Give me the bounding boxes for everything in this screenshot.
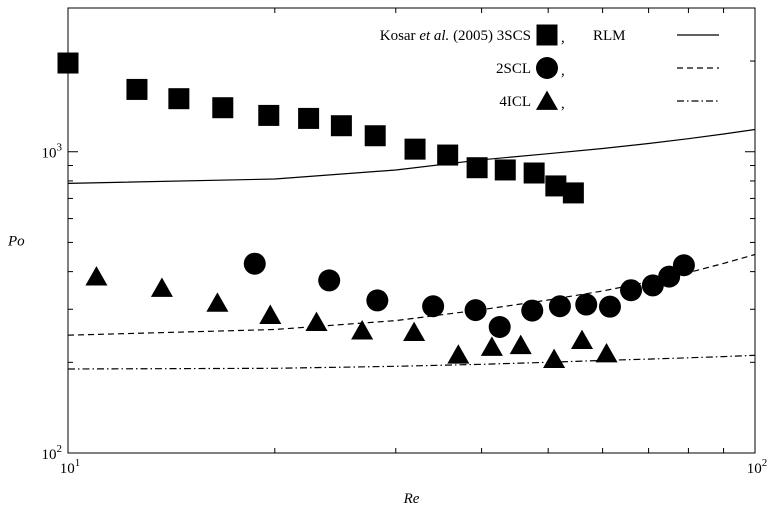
triangle-data-point: [150, 277, 173, 297]
data-markers: [57, 52, 695, 369]
legend-triangle-marker: [535, 90, 559, 110]
legend-source-suffix: (2005) 3SCS: [449, 28, 531, 44]
circle-data-point: [488, 315, 511, 338]
circle-data-point: [620, 279, 643, 302]
series-line-solid: [67, 128, 756, 184]
x-tick-label-base: 10: [747, 461, 762, 477]
circle-data-point: [464, 299, 487, 322]
y-tick-label: 102: [42, 443, 63, 463]
square-data-point: [545, 175, 567, 197]
plot-frame: [67, 7, 756, 454]
model-curves: [67, 128, 756, 370]
square-data-point: [364, 125, 386, 147]
circle-data-point: [672, 254, 695, 277]
y-tick-label: 103: [42, 142, 63, 162]
circle-data-point: [598, 295, 621, 318]
circle-data-point: [521, 299, 544, 322]
triangle-data-point: [543, 348, 566, 369]
square-data-point: [258, 104, 280, 126]
circle-data-point: [318, 269, 341, 292]
square-data-point: [168, 88, 190, 110]
triangle-data-point: [447, 344, 470, 364]
legend-entry-3scs-label: Kosar et al. (2005) 3SCS: [380, 28, 531, 44]
triangle-data-point: [570, 329, 594, 350]
legend-model-label: RLM: [593, 28, 626, 44]
legend: Kosar et al. (2005) 3SCS 2SCL 4ICL , , ,…: [380, 24, 719, 112]
circle-data-point: [641, 274, 664, 297]
circle-data-point: [243, 252, 266, 275]
y-tick-label-base: 10: [42, 447, 57, 463]
triangle-data-point: [206, 292, 229, 312]
triangle-data-point: [85, 266, 108, 286]
triangle-data-point: [595, 342, 618, 363]
square-data-point: [523, 162, 545, 184]
square-data-point: [212, 97, 234, 119]
square-data-point: [466, 157, 488, 179]
square-data-point: [126, 78, 148, 100]
triangle-data-point: [480, 336, 503, 356]
triangle-data-point: [509, 334, 532, 355]
legend-source-italic: et al.: [419, 28, 449, 44]
triangle-data-point: [403, 321, 426, 341]
y-tick-label-exponent: 2: [57, 443, 63, 455]
legend-entry-2scl-label: 2SCL: [496, 61, 531, 77]
triangle-data-point: [259, 304, 282, 324]
legend-circle-marker: [536, 57, 558, 79]
legend-square-marker: [536, 24, 558, 46]
circle-data-point: [366, 289, 389, 312]
circle-data-point: [422, 295, 445, 318]
circle-data-point: [575, 293, 598, 316]
legend-line-samples: [677, 34, 719, 102]
legend-markers: [535, 24, 559, 110]
y-tick-label-base: 10: [42, 146, 57, 162]
legend-separator: ,: [561, 30, 565, 46]
legend-entry-4icl-label: 4ICL: [499, 94, 531, 110]
x-tick-label-exponent: 2: [762, 457, 768, 469]
legend-separator: ,: [561, 96, 565, 112]
x-tick-label-base: 10: [60, 461, 75, 477]
x-tick-label: 102: [747, 457, 768, 477]
y-axis-label: Po: [7, 234, 25, 250]
square-data-point: [494, 159, 516, 181]
legend-source-prefix: Kosar: [380, 28, 420, 44]
legend-separator: ,: [561, 63, 565, 79]
x-axis-label: Re: [403, 491, 420, 507]
y-tick-label-exponent: 3: [57, 142, 63, 154]
square-data-point: [437, 144, 459, 166]
circle-data-point: [548, 295, 571, 318]
square-data-point: [404, 138, 426, 160]
series-line-dashdot: [67, 354, 756, 370]
square-data-point: [298, 107, 320, 129]
square-data-point: [562, 182, 584, 204]
triangle-data-point: [351, 320, 374, 340]
x-tick-label: 101: [60, 457, 81, 477]
square-data-point: [330, 115, 352, 137]
series-line-dashed: [67, 253, 756, 336]
triangle-data-point: [305, 311, 328, 332]
x-tick-label-exponent: 1: [75, 457, 81, 469]
